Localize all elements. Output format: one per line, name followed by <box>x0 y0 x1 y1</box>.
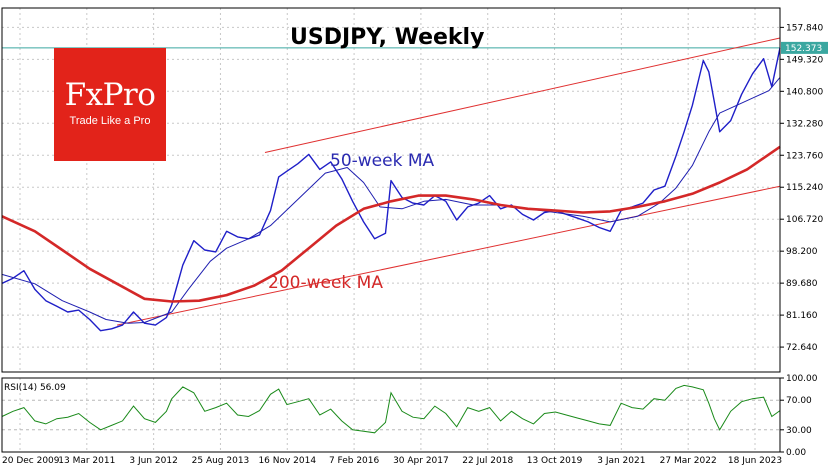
y-tick-label: 157.840 <box>786 23 823 33</box>
y-tick-label: 89.680 <box>786 279 818 289</box>
trend-channel <box>2 37 781 326</box>
rsi-tick-label: 70.00 <box>786 396 812 406</box>
rsi-line <box>1 384 781 434</box>
rsi-tick-label: 100.00 <box>786 374 818 384</box>
price-panel-frame <box>1 7 781 373</box>
logo-tagline: Trade Like a Pro <box>69 115 151 127</box>
current-price-tag-bg <box>781 41 828 54</box>
y-tick-label: 149.320 <box>786 55 823 65</box>
price-series-group <box>1 47 781 332</box>
rsi-tick-label: 30.00 <box>786 426 812 436</box>
channel-line <box>264 37 781 153</box>
chart-labels: USDJPY, Weekly 50-week MA 200-week MA RS… <box>4 25 484 393</box>
x-tick-label: 30 Apr 2017 <box>393 456 449 466</box>
x-tick-label: 13 Mar 2011 <box>58 456 115 466</box>
rsi-grid <box>2 378 780 452</box>
rsi-panel-frame <box>1 377 781 453</box>
price-grid <box>2 8 780 372</box>
x-tick-label: 22 Jul 2018 <box>462 456 513 466</box>
rsi-tick-label: 0.00 <box>786 448 806 458</box>
y-tick-label: 115.240 <box>786 183 823 193</box>
y-tick-label: 140.800 <box>786 87 823 97</box>
x-tick-label: 7 Feb 2016 <box>329 456 380 466</box>
fxpro-logo: FxPro Trade Like a Pro <box>54 48 166 161</box>
y-tick-label: 132.280 <box>786 119 823 129</box>
channel-line <box>116 185 781 326</box>
y-tick-label: 72.640 <box>786 343 818 353</box>
rsi-series-group <box>1 384 781 434</box>
rsi-panel-label: RSI(14) 56.09 <box>4 383 66 393</box>
x-tick-label: 3 Jan 2021 <box>597 456 645 466</box>
chart-title: USDJPY, Weekly <box>290 25 484 50</box>
ma-50-line <box>1 77 781 324</box>
current-price-tag-label: 152.373 <box>785 44 822 54</box>
y-tick-label: 81.160 <box>786 311 818 321</box>
annotation-200w-ma: 200-week MA <box>268 273 383 293</box>
x-tick-label: 13 Oct 2019 <box>527 456 583 466</box>
y-tick-label: 98.200 <box>786 247 818 257</box>
y-tick-label: 123.760 <box>786 151 823 161</box>
x-tick-label: 3 Jun 2012 <box>129 456 177 466</box>
x-tick-label: 18 Jun 2023 <box>728 456 782 466</box>
current-price-tag: 152.373 <box>781 41 828 54</box>
annotation-50w-ma: 50-week MA <box>330 151 435 171</box>
x-tick-label: 20 Dec 2009 <box>2 456 60 466</box>
price-line <box>1 47 781 332</box>
ma-200-line <box>1 145 781 303</box>
y-tick-label: 106.720 <box>786 215 823 225</box>
x-tick-label: 27 Mar 2022 <box>660 456 717 466</box>
x-tick-label: 16 Nov 2014 <box>258 456 316 466</box>
logo-wordmark: FxPro <box>64 77 156 113</box>
x-tick-label: 25 Aug 2013 <box>192 456 250 466</box>
